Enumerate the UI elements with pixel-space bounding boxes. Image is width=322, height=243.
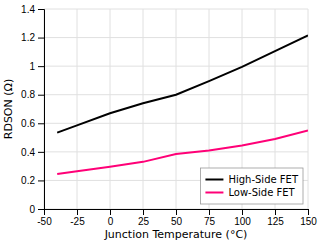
grid-line-x (110, 9, 111, 209)
axis-line (38, 10, 45, 210)
tick: 1 (29, 61, 44, 72)
tick-mark (176, 209, 177, 215)
tick-mark (38, 152, 44, 153)
tick-label: 75 (204, 216, 216, 227)
tick-mark (209, 209, 210, 215)
tick: 0.8 (21, 89, 44, 100)
grid (44, 9, 308, 209)
axis-line (45, 210, 309, 216)
tick-label: 0.6 (21, 118, 35, 129)
tick-label: 0.4 (21, 147, 35, 158)
grid-line-y (44, 66, 308, 67)
x-axis-label: Junction Temperature (°C) (104, 228, 248, 241)
tick-mark (143, 209, 144, 215)
tick-mark (38, 180, 44, 181)
tick: 1.4 (21, 4, 44, 15)
legend-label: High-Side FET (228, 174, 298, 185)
series-line (57, 35, 308, 132)
legend-box (200, 168, 303, 204)
tick-label: 150 (300, 216, 317, 227)
tick: 75 (204, 209, 216, 227)
tick-label: 1.4 (21, 4, 35, 15)
tick: 150 (300, 209, 317, 227)
tick-label: 25 (138, 216, 150, 227)
grid-line-x (308, 9, 309, 209)
grid-line-y (44, 151, 308, 152)
grid-line-x (176, 9, 177, 209)
tick-label: 0 (29, 204, 35, 215)
legend-swatch (205, 192, 223, 194)
tick: 50 (171, 209, 183, 227)
tick: 125 (267, 209, 284, 227)
chart: -50 -25 0 25 50 75 100 125 150 0 0.2 0.4 0.6 0.8 1 1.2 1… (0, 0, 322, 243)
tick-label: 50 (171, 216, 183, 227)
tick-mark (38, 123, 44, 124)
legend: High-Side FET Low-Side FET (200, 168, 303, 204)
legend-item: Low-Side FET (205, 187, 295, 198)
y-axis: 0 0.2 0.4 0.6 0.8 1 1.2 1.4 (21, 4, 44, 215)
tick: -50 (37, 209, 52, 227)
tick-label: 0.8 (21, 89, 35, 100)
tick-label: 100 (234, 216, 251, 227)
grid-line-y (44, 37, 308, 38)
y-axis-label: RDSON (Ω) (2, 79, 15, 139)
tick-mark (38, 209, 44, 210)
tick-label: 1.2 (21, 32, 35, 43)
tick-label: 0 (108, 216, 114, 227)
grid-line-x (77, 9, 78, 209)
x-axis: -50 -25 0 25 50 75 100 125 150 (37, 209, 317, 227)
tick-mark (242, 209, 243, 215)
tick: 0.4 (21, 147, 44, 158)
plot-area (57, 35, 308, 174)
tick-mark (38, 66, 44, 67)
tick-mark (308, 209, 309, 215)
tick-label: -25 (70, 216, 85, 227)
tick-label: 125 (267, 216, 284, 227)
tick-mark (110, 209, 111, 215)
tick: -25 (70, 209, 85, 227)
grid-line-y (44, 9, 308, 10)
legend-label: Low-Side FET (228, 187, 295, 198)
tick: 0.6 (21, 118, 44, 129)
grid-line-x (143, 9, 144, 209)
tick-mark (38, 9, 44, 10)
tick: 0.2 (21, 175, 44, 186)
tick-label: -50 (37, 216, 52, 227)
tick: 0 (108, 209, 114, 227)
tick: 1.2 (21, 32, 44, 43)
series-line (57, 130, 308, 174)
tick-mark (38, 95, 44, 96)
legend-swatch (205, 179, 223, 181)
legend-item: High-Side FET (205, 174, 298, 185)
tick-mark (38, 38, 44, 39)
tick-mark (275, 209, 276, 215)
tick: 25 (138, 209, 150, 227)
tick: 0 (29, 204, 44, 215)
tick: 100 (234, 209, 251, 227)
tick-label: 1 (29, 61, 35, 72)
tick-label: 0.2 (21, 175, 35, 186)
tick-mark (77, 209, 78, 215)
